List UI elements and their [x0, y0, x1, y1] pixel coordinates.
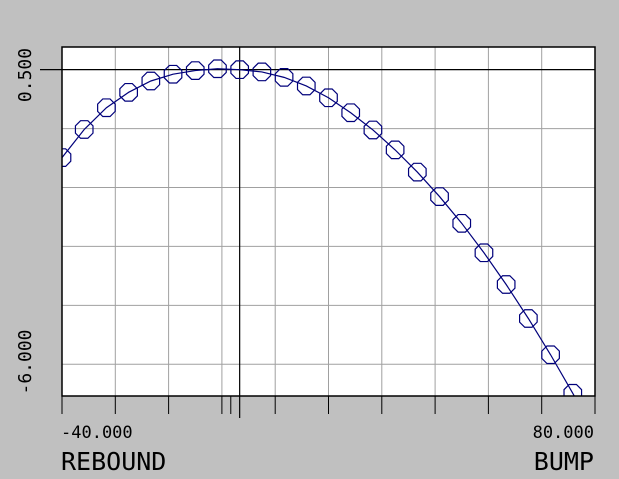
rebound-label: REBOUND: [61, 447, 166, 476]
x-tick-label-left: -40.000: [61, 423, 133, 443]
data-point-marker: [319, 88, 338, 108]
data-point-marker: [452, 213, 472, 233]
data-point-marker: [119, 82, 138, 102]
data-point-marker: [541, 345, 560, 365]
data-point-marker: [274, 67, 294, 87]
data-point-marker: [74, 120, 94, 139]
data-point-marker: [407, 162, 427, 182]
data-point-marker: [208, 59, 227, 79]
x-ticks: [61, 396, 596, 414]
data-point-marker: [430, 187, 449, 206]
data-point-marker: [563, 383, 583, 396]
data-point-marker: [141, 71, 161, 91]
data-point-marker: [185, 61, 205, 80]
y-tick-label-bottom: -6.000: [15, 329, 36, 394]
crosshair: [40, 47, 595, 418]
data-point-marker: [62, 148, 72, 167]
x-tick-label-right: 80.000: [533, 423, 594, 443]
grid: [62, 47, 595, 396]
series-group: [62, 59, 583, 396]
data-point-marker: [97, 98, 116, 118]
data-point-marker: [296, 76, 316, 96]
series-line: [62, 68, 575, 396]
data-point-marker: [252, 62, 272, 82]
data-point-marker: [163, 64, 183, 84]
data-point-marker: [385, 140, 405, 160]
y-tick-label-top: 0.500: [15, 48, 36, 102]
data-point-marker: [341, 103, 361, 123]
data-point-marker: [230, 60, 250, 80]
data-point-marker: [496, 275, 516, 294]
data-point-marker: [474, 243, 494, 263]
bump-label: BUMP: [534, 447, 594, 476]
data-point-marker: [518, 309, 538, 328]
data-point-marker: [363, 120, 383, 140]
